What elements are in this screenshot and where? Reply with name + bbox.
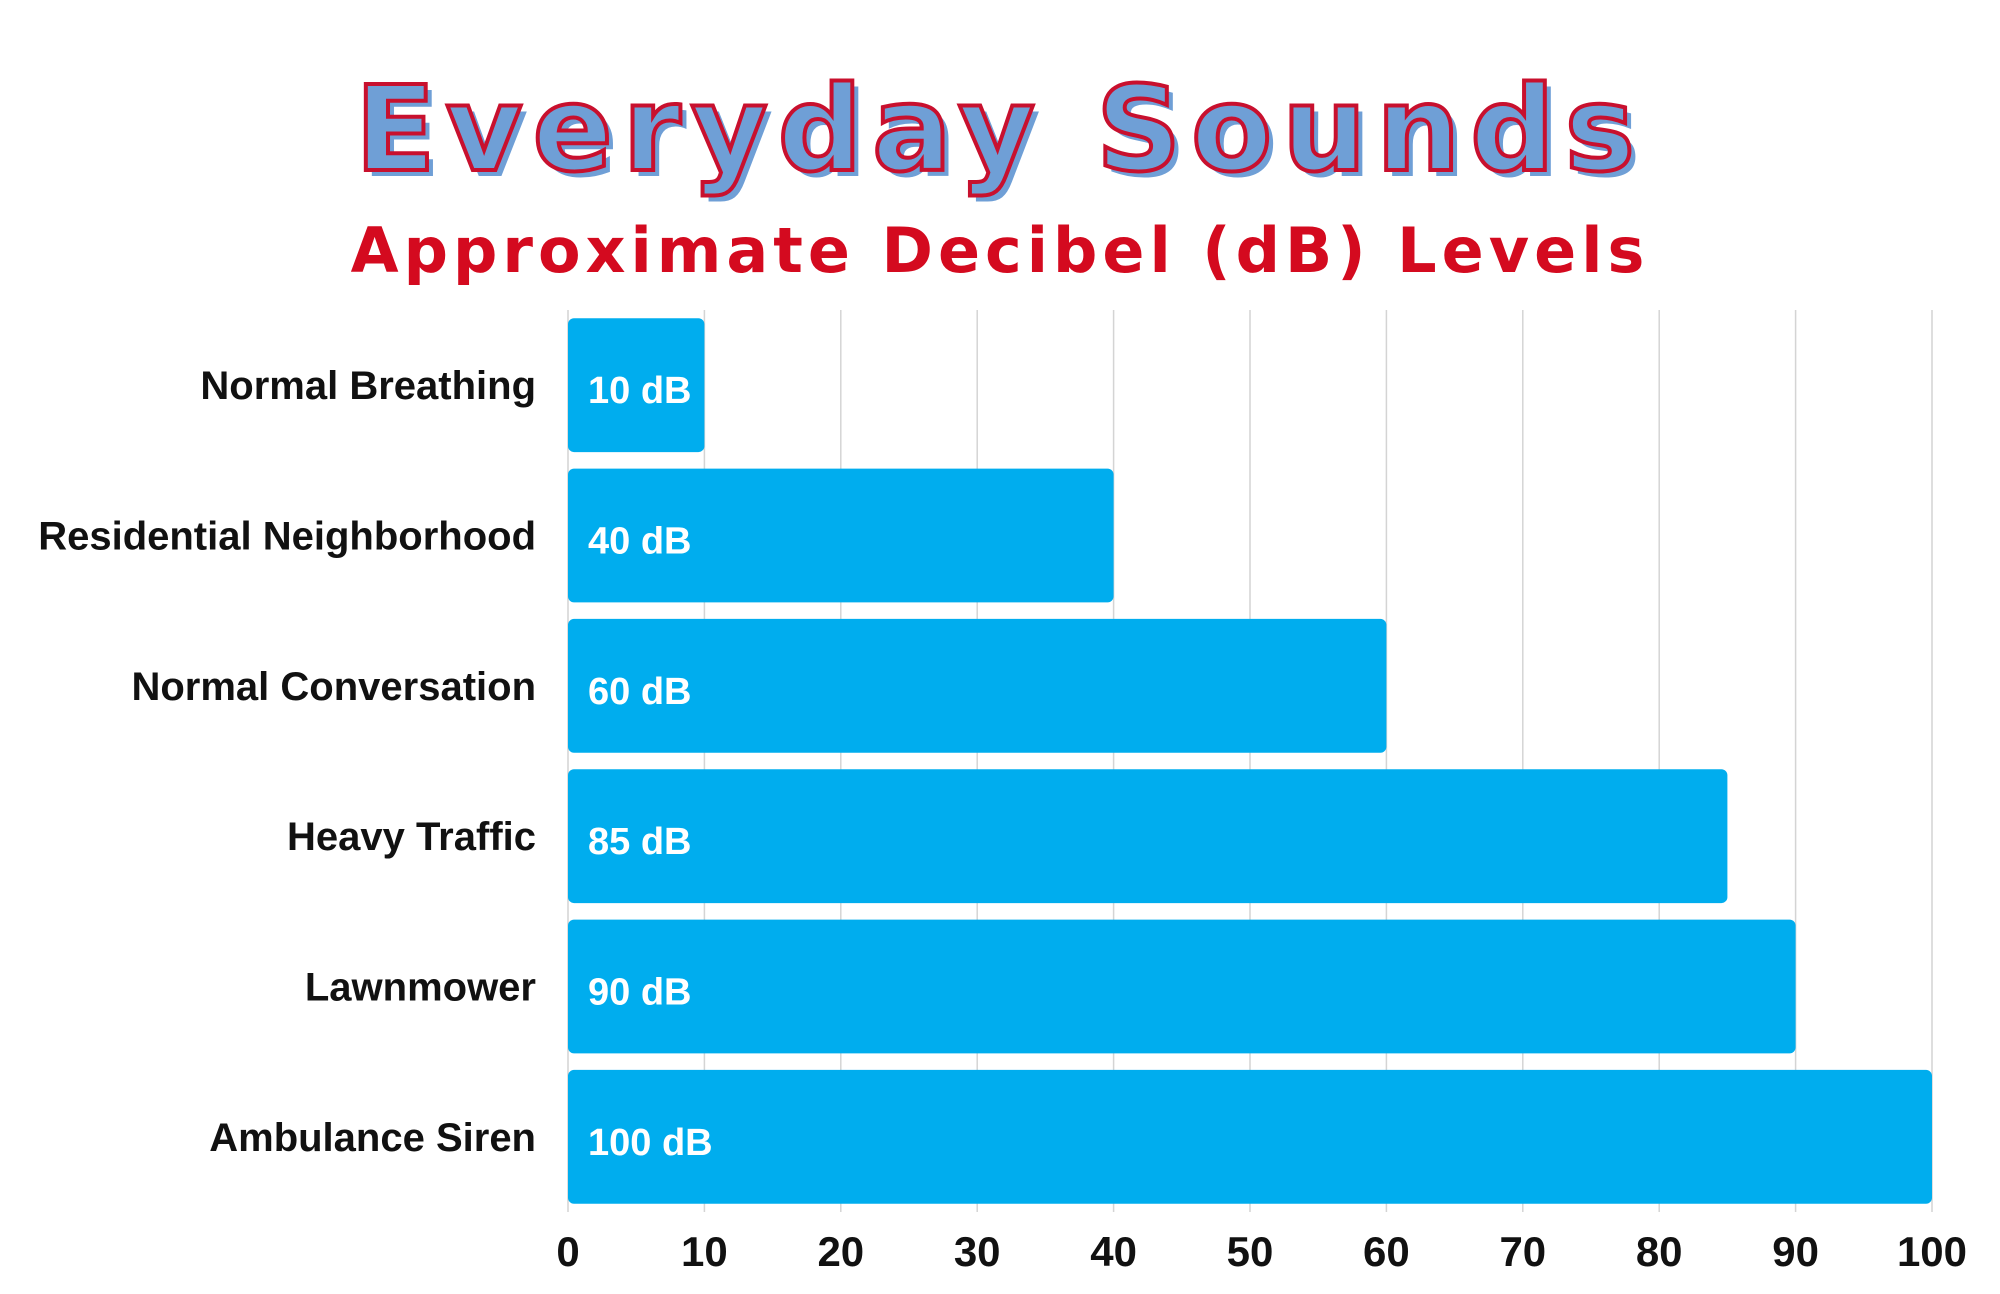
- x-tick-label-100: 100: [1897, 1228, 1967, 1275]
- x-axis-ticks: 0 10 20 30 40 50 60 70 80 90 100: [556, 1228, 1967, 1275]
- x-tick-label-90: 90: [1772, 1228, 1819, 1275]
- x-tick-label-60: 60: [1363, 1228, 1410, 1275]
- x-tick-label-40: 40: [1090, 1228, 1137, 1275]
- value-label: 40 dB: [588, 521, 691, 563]
- value-label: 90 dB: [588, 972, 691, 1014]
- x-tick-label-20: 20: [817, 1228, 864, 1275]
- bar-heavy-traffic: [568, 769, 1728, 904]
- x-tick-label-50: 50: [1227, 1228, 1274, 1275]
- x-tick-label-30: 30: [954, 1228, 1001, 1275]
- value-label: 60 dB: [588, 671, 691, 713]
- x-tick-label-70: 70: [1499, 1228, 1546, 1275]
- x-tick-label-10: 10: [681, 1228, 728, 1275]
- bar-lawnmower: [568, 919, 1796, 1054]
- value-label: 85 dB: [588, 821, 691, 863]
- bar-ambulance-siren: [568, 1069, 1932, 1204]
- category-label: Ambulance Siren: [209, 1116, 536, 1160]
- bar-normal-conversation: [568, 618, 1387, 753]
- value-label: 100 dB: [588, 1122, 713, 1164]
- chart-title: Everyday Sounds: [353, 60, 1645, 198]
- chart-subtitle: Approximate Decibel (dB) Levels: [350, 214, 1650, 287]
- x-tick-label-80: 80: [1636, 1228, 1683, 1275]
- grid-lines: [567, 310, 1933, 1212]
- bar-normal-breathing: [568, 318, 705, 453]
- category-labels: Normal Breathing Residential Neighborhood…: [38, 364, 536, 1160]
- bars: [568, 318, 1932, 1204]
- value-label: 10 dB: [588, 370, 691, 412]
- category-label: Normal Breathing: [200, 364, 536, 408]
- category-label: Normal Conversation: [131, 665, 536, 709]
- value-labels: 10 dB 40 dB 60 dB 85 dB 90 dB 100 dB: [588, 370, 713, 1164]
- bar-residential-neighborhood: [568, 468, 1114, 603]
- x-tick-label-0: 0: [556, 1228, 579, 1275]
- category-label: Lawnmower: [305, 966, 536, 1010]
- category-label: Residential Neighborhood: [38, 515, 536, 559]
- category-label: Heavy Traffic: [287, 815, 536, 859]
